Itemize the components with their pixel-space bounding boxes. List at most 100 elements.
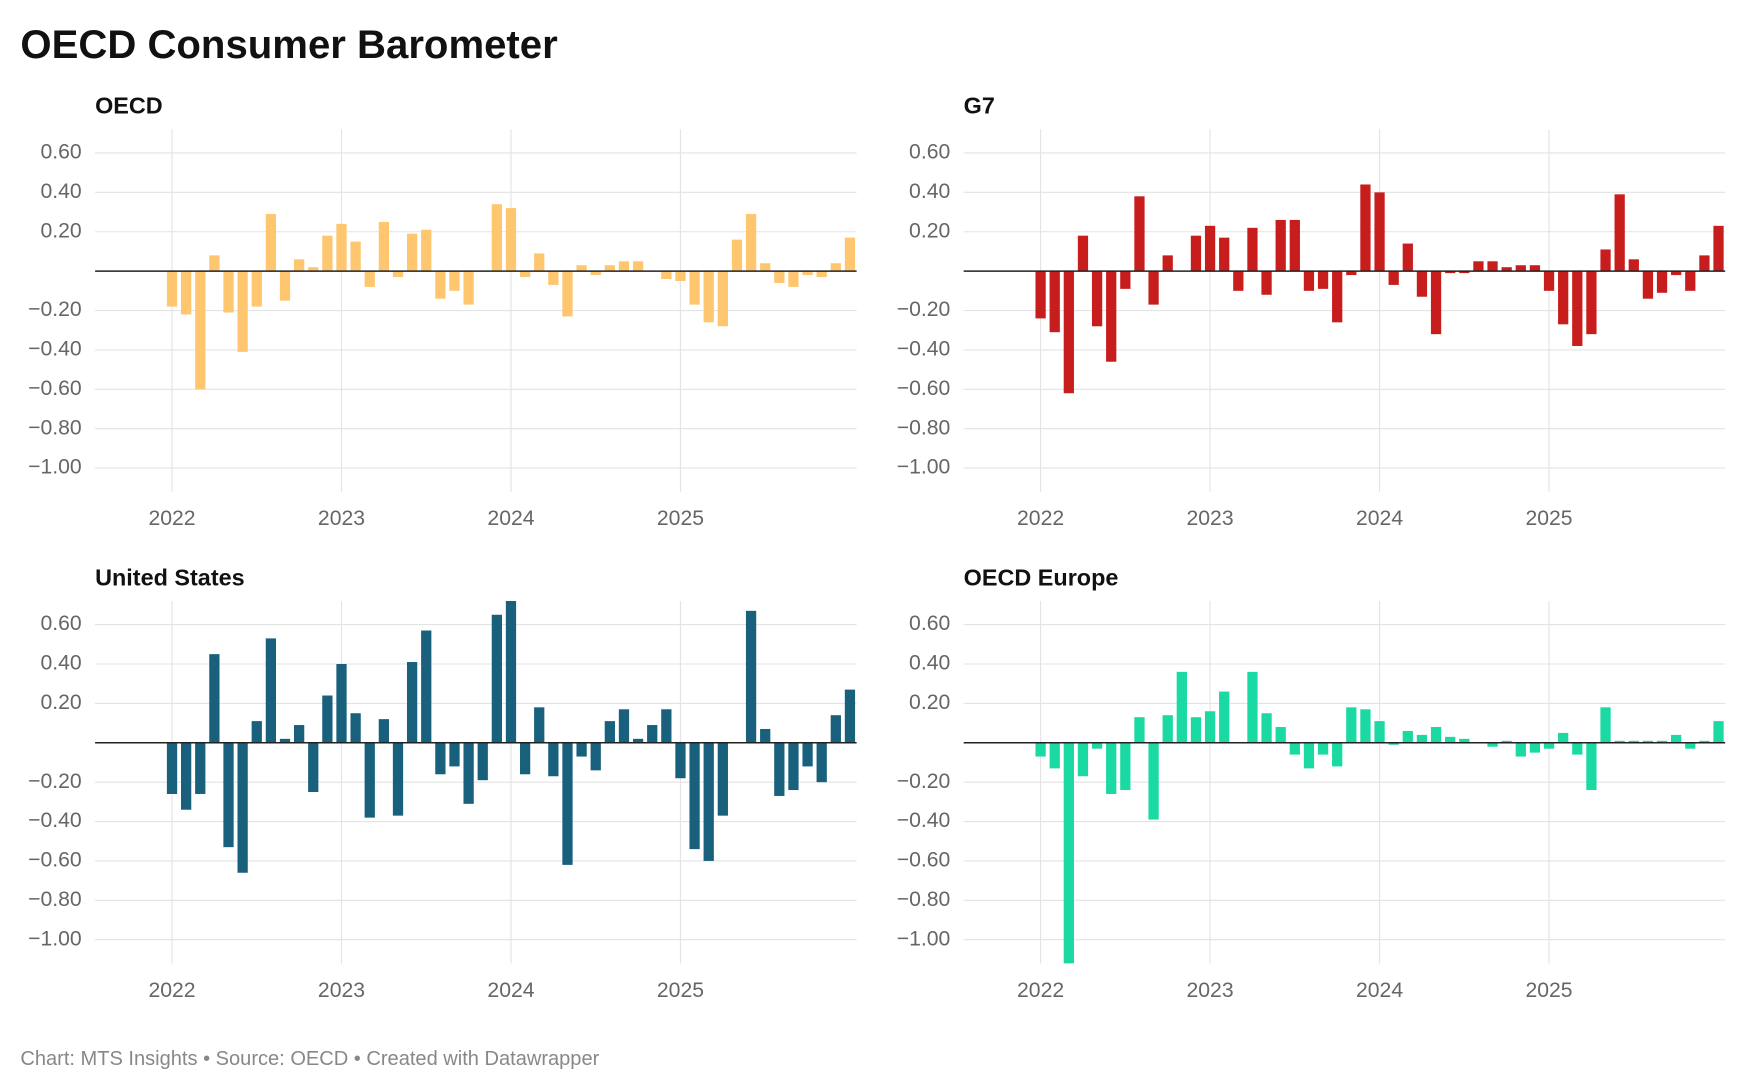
panel-title: G7 xyxy=(964,93,995,119)
x-tick-label: 2022 xyxy=(1017,507,1064,530)
bar xyxy=(816,742,827,783)
bar xyxy=(604,265,615,272)
bar xyxy=(760,263,771,272)
bar xyxy=(1120,742,1131,791)
bar xyxy=(1558,732,1569,743)
bar xyxy=(1614,740,1625,743)
bar xyxy=(322,235,333,272)
bar xyxy=(1204,225,1216,272)
bar xyxy=(1275,727,1286,743)
bar xyxy=(392,271,404,278)
bar xyxy=(774,742,785,796)
bar xyxy=(1402,243,1413,272)
bar xyxy=(844,689,856,743)
bar xyxy=(477,742,488,781)
bar xyxy=(1459,271,1470,274)
bar xyxy=(1049,271,1060,333)
bar xyxy=(1233,271,1244,291)
bar xyxy=(1077,742,1089,777)
bar xyxy=(1628,259,1639,272)
bar xyxy=(519,271,531,278)
bar xyxy=(1063,271,1074,394)
x-tick-label: 2024 xyxy=(487,507,534,530)
bar xyxy=(1289,219,1300,272)
bar xyxy=(181,742,192,810)
bar xyxy=(830,715,841,743)
bar xyxy=(336,223,347,272)
bar xyxy=(618,709,630,743)
bar xyxy=(1600,249,1611,272)
bar xyxy=(548,271,559,285)
bar xyxy=(1656,740,1668,743)
x-tick-label: 2023 xyxy=(318,507,365,530)
bar xyxy=(632,261,644,272)
x-tick-label: 2022 xyxy=(148,979,195,1002)
bar xyxy=(534,253,545,272)
y-tick-label: −0.60 xyxy=(28,377,82,400)
bar xyxy=(675,271,686,281)
y-tick-label: 0.60 xyxy=(40,141,81,164)
bar xyxy=(1487,742,1498,747)
bar xyxy=(1261,713,1272,743)
bar xyxy=(1586,742,1597,791)
bar xyxy=(1529,265,1541,272)
bar xyxy=(378,221,389,272)
bar xyxy=(322,695,333,743)
bar xyxy=(548,742,559,777)
bar xyxy=(1487,261,1498,272)
bar xyxy=(166,742,178,794)
bar xyxy=(392,742,404,816)
bar xyxy=(1642,271,1654,299)
bar xyxy=(745,214,757,272)
bar xyxy=(717,742,728,816)
bar xyxy=(1120,271,1131,289)
bar xyxy=(505,208,517,272)
bar xyxy=(802,742,813,767)
x-tick-label: 2024 xyxy=(1356,979,1403,1002)
bar xyxy=(1360,709,1371,743)
y-tick-label: 0.40 xyxy=(909,180,950,203)
y-tick-label: −0.60 xyxy=(28,849,82,872)
bar xyxy=(1063,742,1074,964)
bar xyxy=(1671,734,1682,743)
bar xyxy=(237,271,248,352)
bar xyxy=(1035,742,1046,757)
bar xyxy=(421,630,432,743)
y-tick-label: −0.80 xyxy=(897,416,951,439)
bar xyxy=(449,271,460,291)
bar xyxy=(1543,742,1555,749)
x-tick-label: 2022 xyxy=(1017,979,1064,1002)
bar xyxy=(1091,271,1103,327)
bar xyxy=(661,271,672,280)
y-tick-label: 0.40 xyxy=(909,652,950,675)
bar xyxy=(308,267,319,272)
bar xyxy=(1134,717,1145,743)
bar xyxy=(1586,271,1597,335)
bar xyxy=(1685,271,1696,291)
bar xyxy=(562,742,573,865)
bar xyxy=(731,239,743,272)
bar xyxy=(1162,715,1173,743)
bar xyxy=(760,728,771,743)
bar xyxy=(1515,265,1526,272)
bar xyxy=(1346,707,1357,743)
bar xyxy=(576,742,587,757)
bar xyxy=(618,261,630,272)
bar xyxy=(1148,271,1159,305)
footer: Chart: MTS Insights • Source: OECD • Cre… xyxy=(20,1048,599,1070)
bar xyxy=(590,271,601,276)
bar xyxy=(1543,271,1555,291)
bar xyxy=(1416,271,1428,297)
y-tick-label: −0.80 xyxy=(897,888,951,911)
bar xyxy=(534,707,545,743)
x-tick-label: 2024 xyxy=(1356,507,1403,530)
bar xyxy=(1501,740,1512,743)
bar xyxy=(265,638,277,743)
bar xyxy=(1642,740,1654,743)
bar xyxy=(1529,742,1541,753)
bar xyxy=(1388,271,1399,285)
bar xyxy=(1049,742,1060,769)
bar xyxy=(195,742,206,794)
x-tick-label: 2025 xyxy=(1525,507,1572,530)
